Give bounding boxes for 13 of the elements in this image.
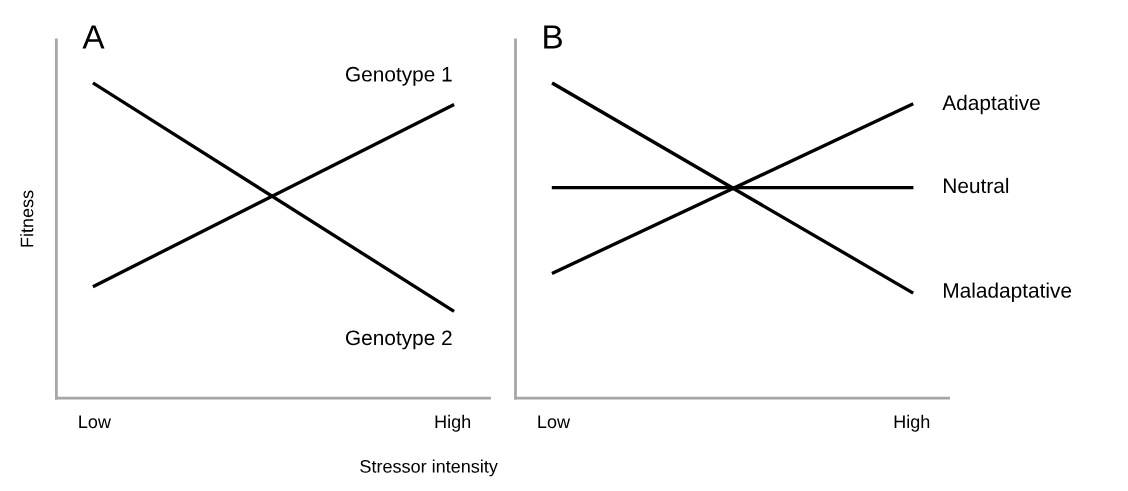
x-tick-label: High [894,414,930,432]
series-label: Maladaptative [944,282,1072,302]
series-label: Adaptative [942,94,1040,115]
x-tick-label: Low [79,415,111,429]
y-axis-title: Fitness [20,190,34,247]
series-label: Genotype 2 [345,330,452,350]
x-tick-label: High [435,414,471,432]
x-axis-title: Stressor intensity [360,459,498,477]
chart-title: A [82,25,105,49]
chart-title: B [544,25,562,49]
series-label: Neutral [944,177,1009,194]
series-label: Genotype 1 [345,66,452,86]
x-tick-label: Low [538,415,571,429]
